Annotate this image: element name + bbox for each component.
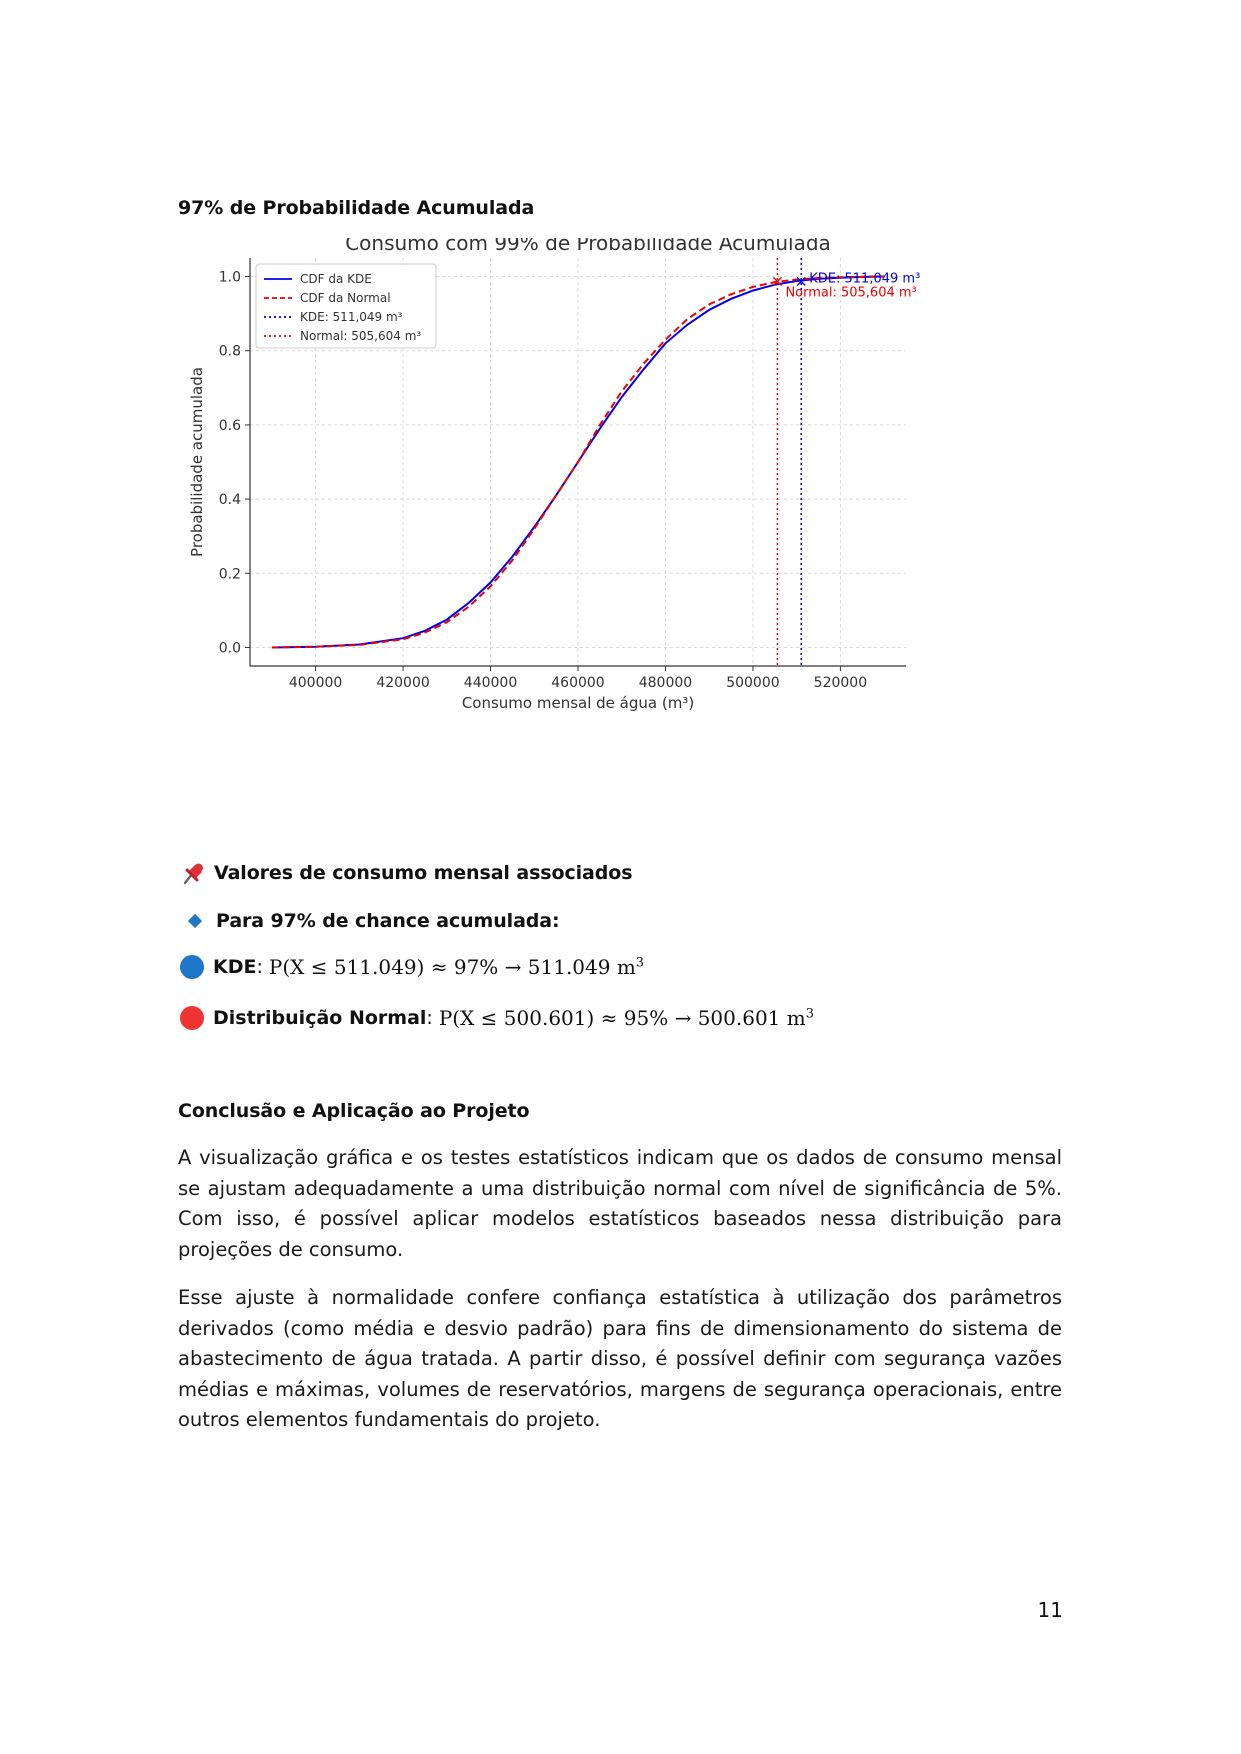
kde-colon: : [256, 956, 263, 978]
x-tick-label: 420000 [376, 675, 429, 691]
kde-expression: P(X ≤ 511.049) ≈ 97% → 511.049 m3 [269, 955, 644, 979]
chart-title: Consumo com 99% de Probabilidade Acumula… [345, 238, 831, 255]
normal-row: Distribuição Normal: P(X ≤ 500.601) ≈ 95… [180, 1006, 814, 1030]
legend-entry: Normal: 505,604 m³ [300, 329, 421, 343]
blue-circle-icon [180, 955, 204, 979]
blue-diamond-icon [187, 913, 203, 929]
normal-expression: P(X ≤ 500.601) ≈ 95% → 500.601 m3 [439, 1006, 814, 1030]
legend-entry: CDF da Normal [300, 291, 391, 305]
y-axis-label: Probabilidade acumulada [190, 367, 206, 557]
y-tick-label: 0.2 [219, 566, 241, 582]
section-title: 97% de Probabilidade Acumulada [178, 197, 535, 219]
x-axis-label: Consumo mensal de água (m³) [462, 694, 694, 712]
y-tick-label: 0.0 [219, 640, 241, 656]
x-tick-label: 400000 [289, 675, 342, 691]
red-circle-icon [180, 1006, 204, 1030]
x-tick-label: 500000 [726, 675, 779, 691]
y-tick-label: 0.8 [219, 344, 241, 360]
y-tick-label: 1.0 [219, 270, 241, 286]
subtitle-row: Para 97% de chance acumulada: [186, 910, 560, 932]
kde-exponent: 3 [635, 955, 645, 971]
kde-row: KDE: P(X ≤ 511.049) ≈ 97% → 511.049 m3 [180, 955, 644, 979]
x-tick-label: 460000 [551, 675, 604, 691]
values-heading: Valores de consumo mensal associados [180, 860, 633, 886]
x-tick-label: 440000 [464, 675, 517, 691]
legend-entry: KDE: 511,049 m³ [300, 310, 403, 324]
kde-cdf-line [271, 275, 885, 649]
x-tick-label: 480000 [639, 675, 692, 691]
kde-annotation: KDE: 511,049 m³ [809, 271, 920, 286]
normal-expr-text: P(X ≤ 500.601) ≈ 95% → 500.601 m [438, 1006, 806, 1030]
normal-label: Distribuição Normal [213, 1007, 427, 1029]
page-number: 11 [1037, 1598, 1063, 1622]
legend-box [255, 263, 437, 349]
normal-exponent: 3 [805, 1006, 815, 1022]
kde-label: KDE [213, 956, 257, 978]
x-tick-label: 520000 [814, 675, 867, 691]
kde-point-marker: × [795, 271, 808, 290]
pushpin-icon [183, 863, 203, 885]
paragraph-1: A visualização gráfica e os testes estat… [178, 1146, 1062, 1261]
cdf-chart-svg: Consumo com 99% de Probabilidade Acumula… [190, 238, 920, 712]
values-title: Valores de consumo mensal associados [214, 862, 633, 884]
y-tick-label: 0.6 [219, 418, 241, 434]
paragraph-2: Esse ajuste à normalidade confere confia… [178, 1286, 1062, 1431]
normal-point-marker: × [771, 271, 784, 290]
y-tick-label: 0.4 [219, 492, 241, 508]
normal-cdf-line [271, 275, 885, 649]
subtitle-text: Para 97% de chance acumulada: [216, 910, 560, 932]
kde-expr-text: P(X ≤ 511.049) ≈ 97% → 511.049 m [268, 955, 636, 979]
normal-annotation: Normal: 505,604 m³ [785, 285, 916, 300]
legend-entry: CDF da KDE [300, 272, 372, 286]
cdf-chart: Consumo com 99% de Probabilidade Acumula… [190, 238, 1040, 798]
normal-colon: : [426, 1007, 433, 1029]
conclusion-title: Conclusão e Aplicação ao Projeto [178, 1100, 530, 1122]
